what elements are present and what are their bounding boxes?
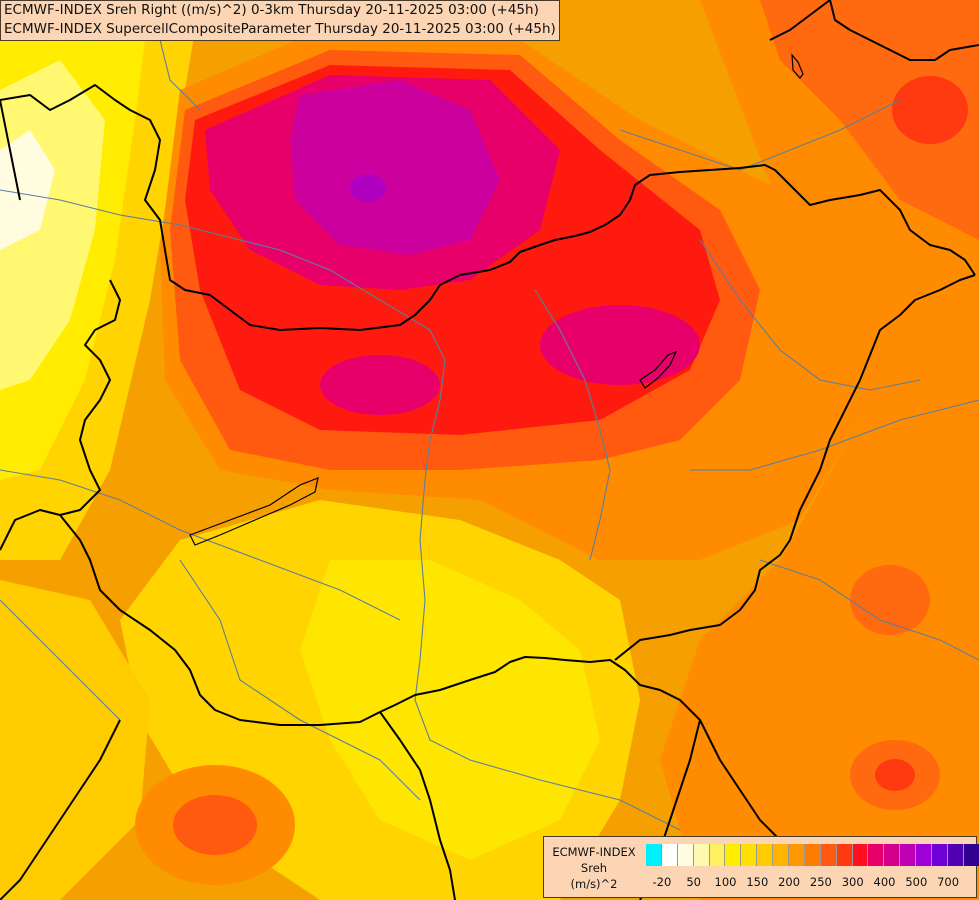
legend-tick-label: 200 bbox=[778, 875, 801, 889]
legend-title: ECMWF-INDEX Sreh (m/s)^2 bbox=[548, 844, 640, 892]
river bbox=[699, 239, 921, 391]
field-orange-east bbox=[660, 0, 979, 900]
legend-line-1: ECMWF-INDEX bbox=[552, 845, 636, 859]
legend-swatch bbox=[709, 844, 726, 866]
field-red-ne bbox=[892, 76, 968, 144]
river bbox=[759, 559, 979, 661]
lake bbox=[639, 350, 678, 389]
legend-swatch bbox=[773, 844, 790, 866]
field-red-sw bbox=[173, 795, 257, 855]
legend-swatch bbox=[963, 844, 979, 866]
legend-swatch bbox=[900, 844, 917, 866]
legend-swatch bbox=[836, 844, 853, 866]
border bbox=[0, 99, 21, 201]
field-crimson-mid bbox=[320, 355, 440, 415]
legend-tick-label: 300 bbox=[841, 875, 864, 889]
legend-swatch bbox=[693, 844, 710, 866]
border bbox=[0, 84, 976, 331]
lake bbox=[189, 477, 319, 546]
border bbox=[379, 711, 456, 900]
river bbox=[619, 99, 901, 171]
border bbox=[829, 0, 979, 61]
river bbox=[690, 399, 979, 471]
border bbox=[769, 0, 831, 41]
border bbox=[59, 279, 121, 516]
field-red-se-core bbox=[875, 759, 915, 791]
legend-tick-label: 500 bbox=[905, 875, 928, 889]
field-yellow-central-inner bbox=[300, 560, 600, 860]
field-yellow-southwest bbox=[0, 580, 150, 900]
legend-swatch bbox=[725, 844, 742, 866]
border bbox=[614, 274, 976, 661]
legend-swatches bbox=[646, 844, 979, 866]
header-title-line-1: ECMWF-INDEX Sreh Right ((m/s)^2) 0-3km T… bbox=[4, 2, 539, 18]
legend-swatch bbox=[804, 844, 821, 866]
river bbox=[179, 559, 421, 801]
legend-swatch bbox=[932, 844, 948, 866]
header-box: ECMWF-INDEX Sreh Right ((m/s)^2) 0-3km T… bbox=[0, 0, 560, 41]
legend-line-3: (m/s)^2 bbox=[570, 877, 618, 891]
river bbox=[414, 699, 681, 831]
legend-swatch bbox=[741, 844, 758, 866]
legend-tick-label: -20 bbox=[652, 875, 672, 889]
legend-swatch bbox=[757, 844, 774, 866]
legend-swatch bbox=[884, 844, 901, 866]
field-purple-core bbox=[350, 174, 386, 202]
legend-swatch bbox=[661, 844, 678, 866]
color-legend: ECMWF-INDEX Sreh (m/s)^2 -20 50 100 150 200 2… bbox=[543, 836, 979, 898]
legend-swatch bbox=[646, 844, 662, 866]
border bbox=[0, 509, 831, 881]
border bbox=[0, 719, 121, 900]
river bbox=[0, 469, 401, 621]
legend-line-2: Sreh bbox=[580, 861, 608, 875]
legend-tick-label: 150 bbox=[746, 875, 769, 889]
field-crimson-east bbox=[540, 305, 700, 385]
header-title-line-2: ECMWF-INDEX SupercellCompositeParameter … bbox=[4, 21, 556, 37]
legend-tick-label: 700 bbox=[937, 875, 960, 889]
legend-swatch bbox=[947, 844, 964, 866]
legend-swatch bbox=[677, 844, 694, 866]
legend-swatch bbox=[868, 844, 885, 866]
legend-swatch bbox=[789, 844, 805, 866]
field-redorange-e bbox=[850, 565, 930, 635]
legend-ticks: -20 50 100 150 200 250 300 400 500 700 bbox=[646, 875, 976, 891]
field-magenta-core bbox=[290, 80, 500, 255]
legend-tick-label: 400 bbox=[873, 875, 896, 889]
legend-swatch bbox=[820, 844, 837, 866]
field-white-west bbox=[0, 130, 55, 250]
legend-swatch bbox=[852, 844, 869, 866]
legend-tick-label: 250 bbox=[809, 875, 832, 889]
river bbox=[0, 599, 121, 721]
legend-tick-label: 50 bbox=[686, 875, 702, 889]
legend-swatch bbox=[916, 844, 933, 866]
lake bbox=[791, 53, 804, 79]
river bbox=[534, 289, 611, 561]
legend-tick-label: 100 bbox=[714, 875, 737, 889]
